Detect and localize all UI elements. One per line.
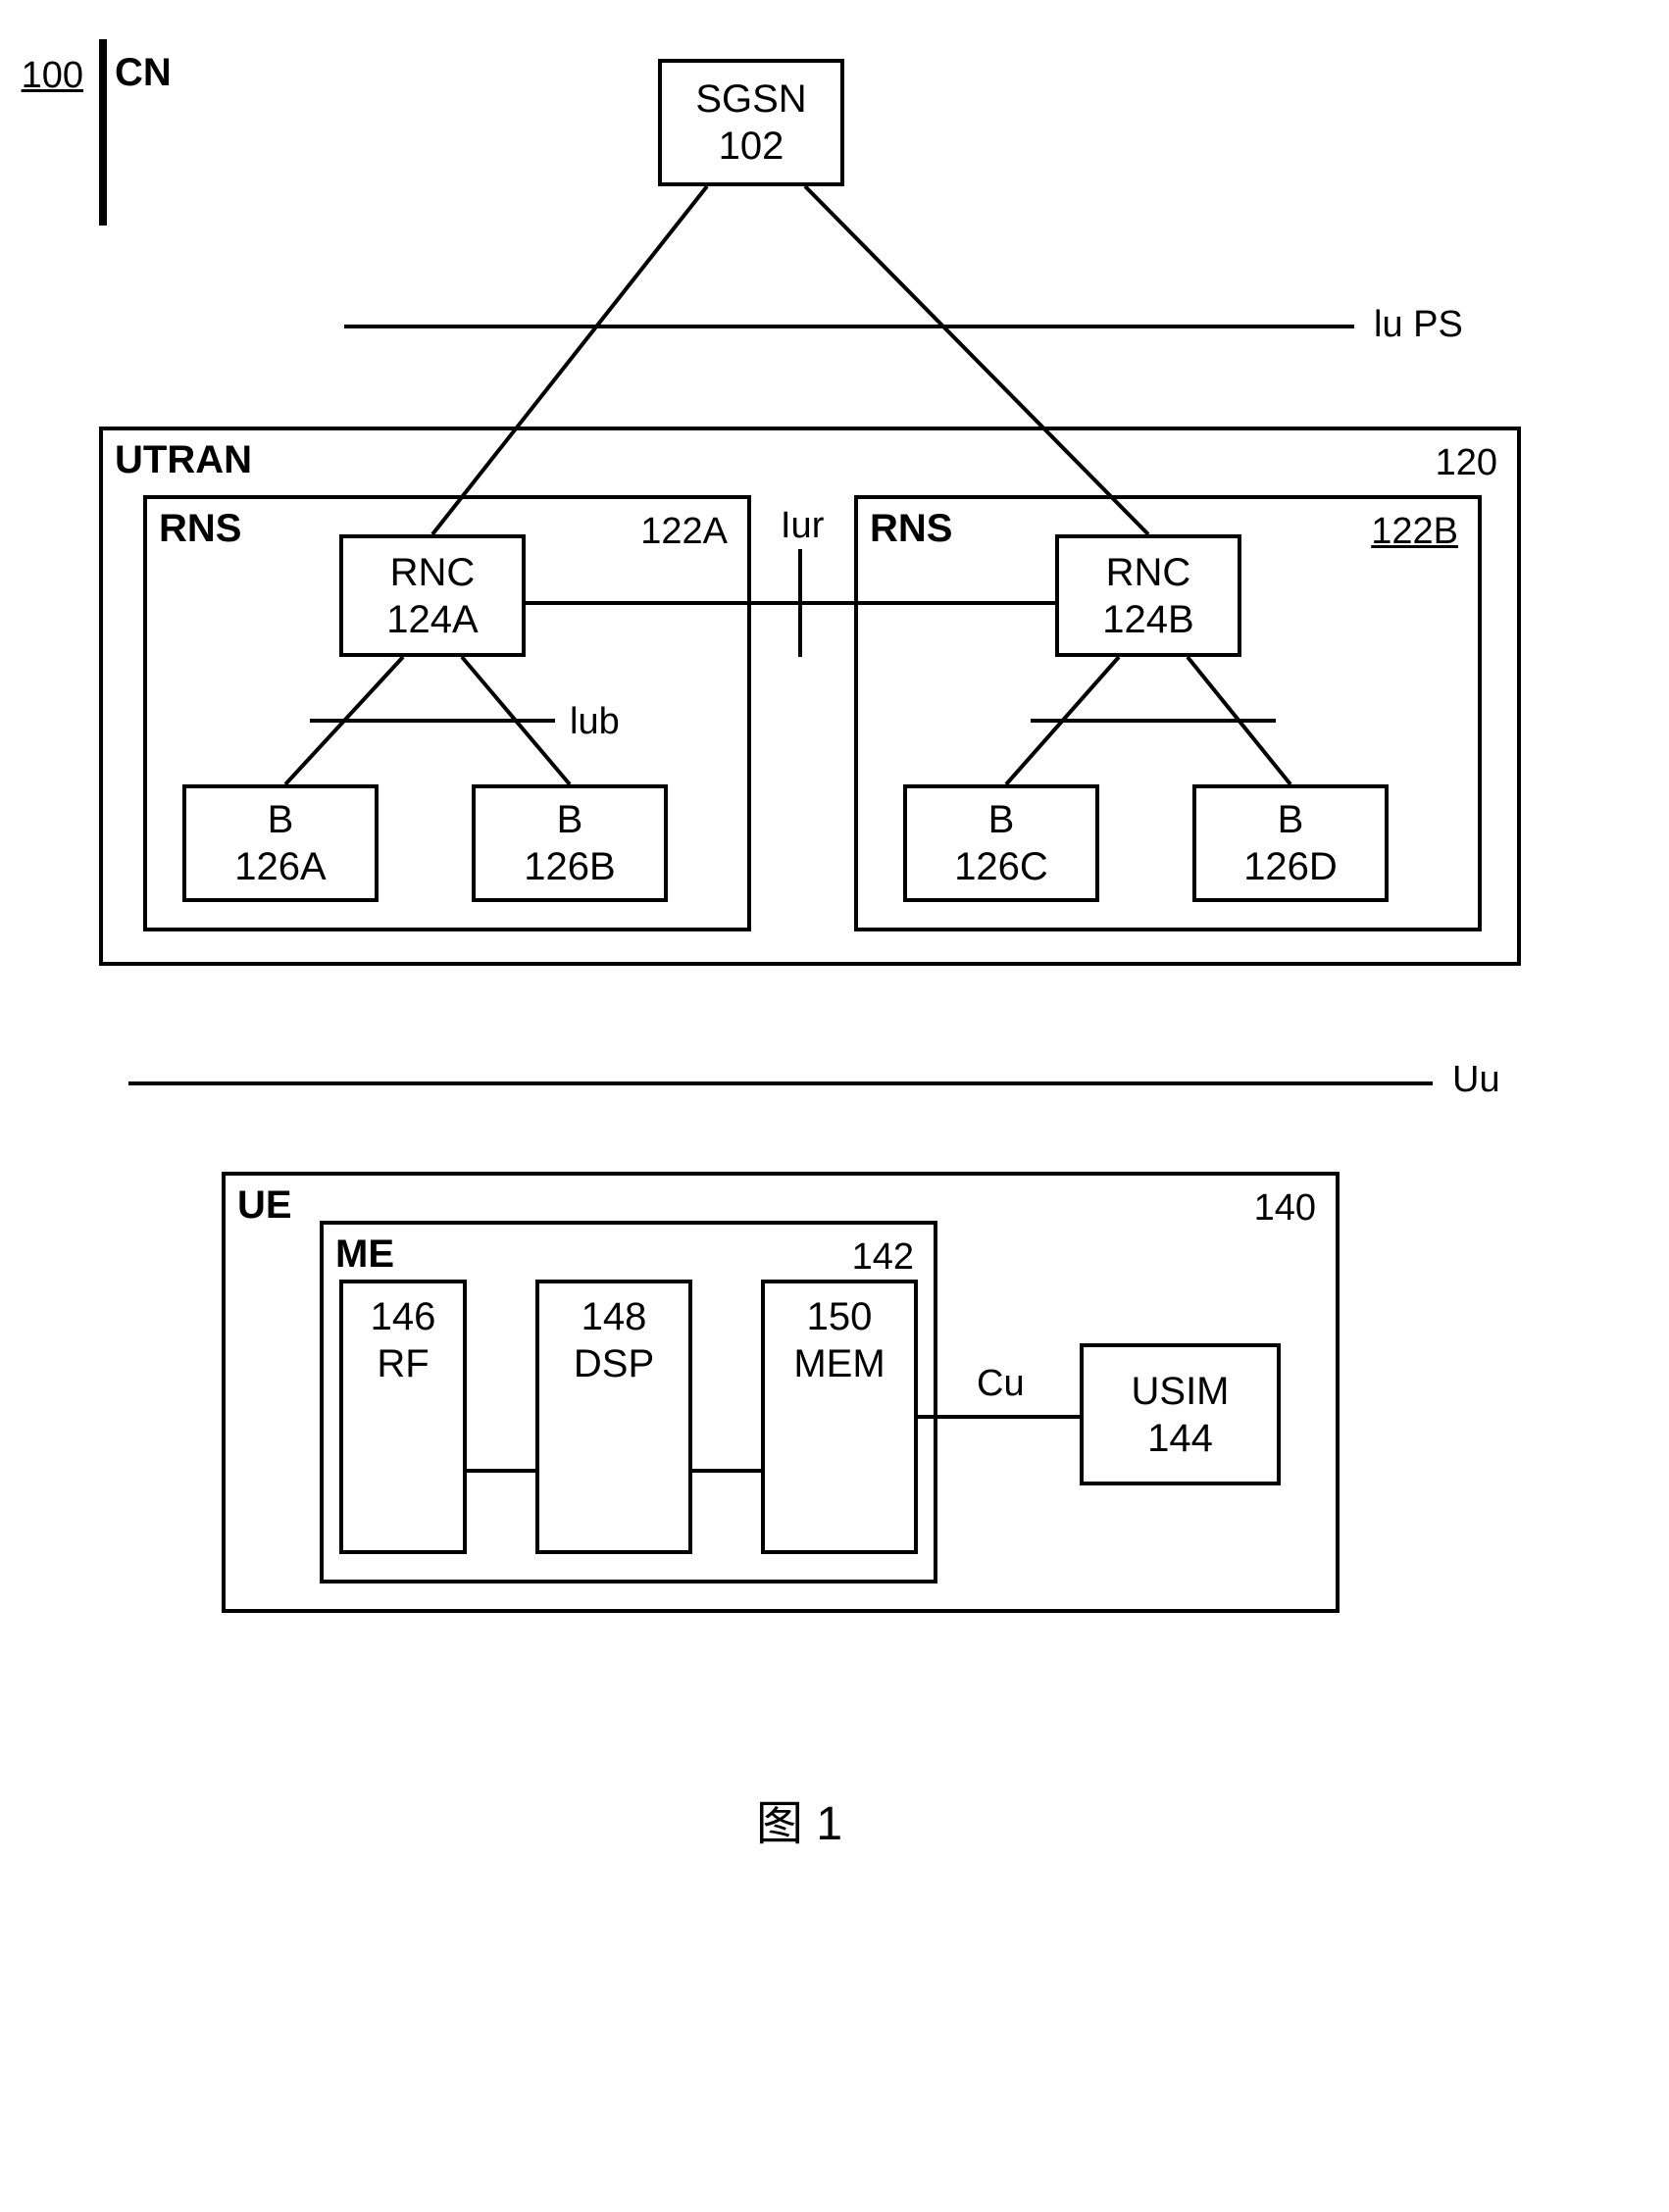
diagram-container: CN 100 SGSN 102 lu PS UTRAN 120 RNS 122A… xyxy=(99,39,1570,2000)
rns-a-label: RNS xyxy=(159,507,241,551)
mem-label: MEM xyxy=(793,1340,885,1387)
b-126d-label: B xyxy=(1278,796,1304,843)
rnc-b-box: RNC 124B xyxy=(1055,534,1241,657)
b-126d-box: B 126D xyxy=(1192,784,1389,902)
ue-label: UE xyxy=(237,1183,292,1228)
sgsn-id: 102 xyxy=(719,123,784,170)
usim-box: USIM 144 xyxy=(1080,1343,1281,1485)
b-126c-label: B xyxy=(988,796,1015,843)
b-126a-box: B 126A xyxy=(182,784,379,902)
usim-id: 144 xyxy=(1147,1415,1213,1462)
me-label: ME xyxy=(335,1232,394,1277)
b-126b-box: B 126B xyxy=(472,784,668,902)
cn-label: CN xyxy=(115,51,172,95)
b-126a-label: B xyxy=(268,796,294,843)
connector-lines xyxy=(99,39,1570,2000)
rnc-b-label: RNC xyxy=(1106,549,1191,596)
ue-id: 140 xyxy=(1254,1187,1316,1230)
dsp-id: 148 xyxy=(582,1293,647,1340)
iur-label: Iur xyxy=(781,505,824,547)
b-126a-id: 126A xyxy=(234,843,326,890)
b-126b-label: B xyxy=(557,796,583,843)
b-126c-box: B 126C xyxy=(903,784,1099,902)
mem-id: 150 xyxy=(807,1293,873,1340)
rnc-a-label: RNC xyxy=(390,549,476,596)
b-126b-id: 126B xyxy=(524,843,615,890)
me-id: 142 xyxy=(852,1236,914,1279)
rnc-a-id: 124A xyxy=(386,596,478,643)
utran-id: 120 xyxy=(1436,442,1497,484)
cu-label: Cu xyxy=(977,1363,1025,1405)
utran-label: UTRAN xyxy=(115,438,252,482)
b-126d-id: 126D xyxy=(1243,843,1338,890)
uu-label: Uu xyxy=(1452,1059,1500,1101)
sgsn-label: SGSN xyxy=(695,75,806,123)
rns-a-id: 122A xyxy=(640,511,728,553)
usim-label: USIM xyxy=(1132,1368,1230,1415)
b-126c-id: 126C xyxy=(954,843,1048,890)
sgsn-box: SGSN 102 xyxy=(658,59,844,186)
iu-ps-label: lu PS xyxy=(1374,304,1463,346)
rns-b-id: 122B xyxy=(1371,511,1458,553)
rf-id: 146 xyxy=(371,1293,436,1340)
cn-box: CN 100 xyxy=(99,39,107,226)
dsp-box: 148 DSP xyxy=(535,1280,692,1554)
mem-box: 150 MEM xyxy=(761,1280,918,1554)
rf-label: RF xyxy=(377,1340,429,1387)
rnc-a-box: RNC 124A xyxy=(339,534,526,657)
cn-id: 100 xyxy=(22,55,83,97)
rf-box: 146 RF xyxy=(339,1280,467,1554)
dsp-label: DSP xyxy=(574,1340,654,1387)
rnc-b-id: 124B xyxy=(1102,596,1193,643)
figure-caption: 图 1 xyxy=(756,1785,842,1853)
iub-left-label: lub xyxy=(570,701,620,743)
rns-b-label: RNS xyxy=(870,507,952,551)
